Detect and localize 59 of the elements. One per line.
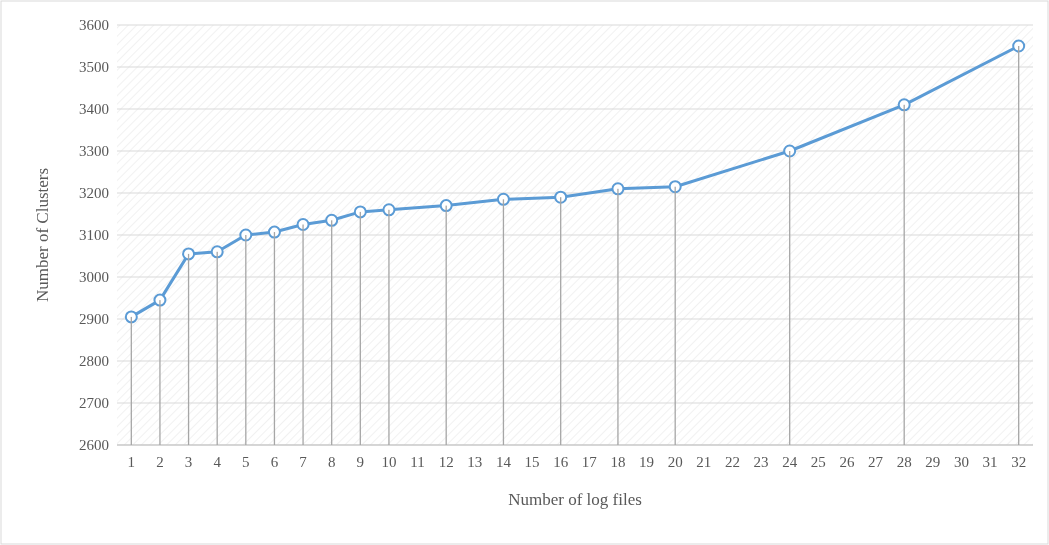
x-tick-label: 19 [639,454,655,470]
x-tick-label: 30 [953,454,969,470]
point [783,144,797,158]
x-tick-label: 16 [553,454,569,470]
y-tick-label: 3100 [79,227,109,244]
y-axis-title: Number of Clusters [33,167,52,303]
y-tick-label: 3300 [79,143,109,160]
x-tick-label: 28 [896,454,912,470]
x-tick-label: 8 [327,454,336,470]
y-tick-label: 3200 [79,185,109,202]
x-tick-label: 4 [213,454,222,470]
x-tick-label: 21 [696,454,712,470]
x-tick-label: 12 [438,454,454,470]
x-tick-label: 23 [753,454,769,470]
point [668,180,682,194]
x-tick-label: 26 [839,454,855,470]
point [239,228,253,242]
x-tick-label: 3 [184,454,193,470]
x-tick-label: 18 [610,454,626,470]
y-tick-label: 2600 [79,437,109,454]
x-tick-label: 20 [667,454,683,470]
point [496,192,510,206]
x-tick-label: 9 [356,454,365,470]
point [210,245,224,259]
point [439,199,453,213]
x-tick-label: 1 [127,454,136,470]
y-tick-label: 2900 [79,311,109,328]
point [1012,39,1026,53]
point [353,205,367,219]
x-tick-label: 31 [982,454,998,470]
x-tick-label: 27 [868,454,884,470]
x-tick-label: 11 [410,454,425,470]
x-tick-label: 14 [495,454,512,470]
x-tick-label: 5 [242,454,250,470]
y-tick-label: 3400 [79,101,109,118]
point [182,247,196,261]
y-tick-label: 2700 [79,395,109,412]
x-tick-label: 32 [1011,454,1027,470]
x-tick-label: 15 [524,454,540,470]
x-tick-label: 25 [810,454,826,470]
y-tick-label: 3500 [79,59,109,76]
x-tick-label: 7 [299,454,308,470]
x-tick-label: 29 [925,454,941,470]
x-tick-label: 24 [782,454,798,470]
y-tick-label: 2800 [79,353,109,370]
x-tick-label: 13 [467,454,483,470]
point [897,98,911,112]
point [267,225,281,239]
x-tick-label: 6 [270,454,279,470]
point [124,310,138,324]
point [325,213,339,227]
x-tick-label: 2 [156,454,164,470]
y-tick-label: 3600 [79,17,109,34]
x-tick-label: 17 [581,454,598,470]
y-tick-label: 3000 [79,269,109,286]
x-axis-title: Number of log files [508,490,642,509]
point [554,190,568,204]
x-tick-label: 22 [724,454,740,470]
x-tick-label: 10 [381,454,397,470]
